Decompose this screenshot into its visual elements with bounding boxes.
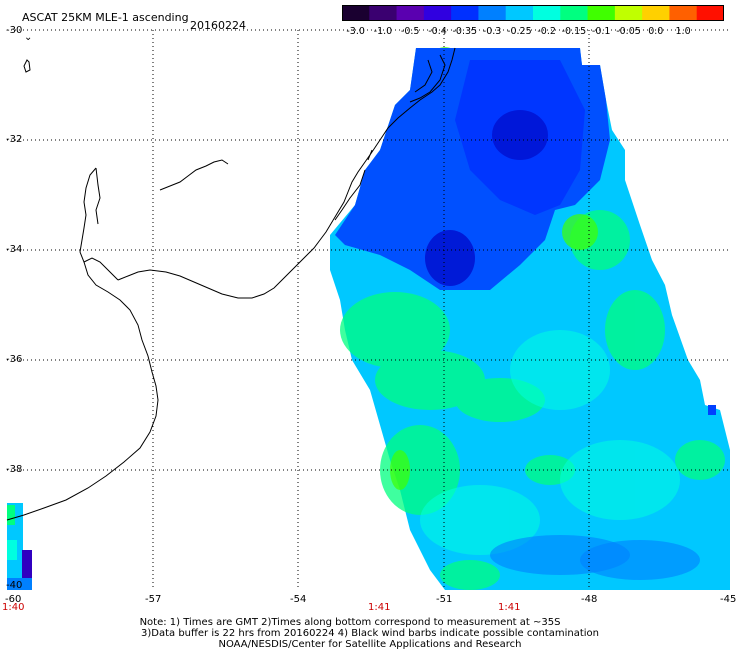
coast-island xyxy=(23,59,31,73)
coast-rio-plata-south xyxy=(6,261,159,521)
colorbar-tick-label: -0.15 xyxy=(561,26,587,37)
colorbar-swatch xyxy=(478,5,507,21)
time-label: 1:40 xyxy=(2,602,25,613)
colorbar-swatch xyxy=(669,5,698,21)
colorbar-swatch xyxy=(451,5,479,21)
note-line-2: 3)Data buffer is 22 hrs from 20160224 4)… xyxy=(141,628,599,639)
colorbar-swatch xyxy=(505,5,534,21)
lat-label: -30 xyxy=(6,25,23,36)
coast-river-negro xyxy=(159,159,229,191)
colorbar-swatch xyxy=(587,5,616,21)
colorbar-tick-label: 1.0 xyxy=(675,26,691,37)
north-marker: ⌄ xyxy=(24,32,32,43)
lon-label: -57 xyxy=(145,594,162,605)
swath-patch-green xyxy=(605,290,665,370)
lon-label: -54 xyxy=(290,594,307,605)
colorbar-swatch xyxy=(614,5,643,21)
colorbar-tick-label: -0.3 xyxy=(482,26,502,37)
map-date: 20160224 xyxy=(190,19,246,32)
lat-label: -36 xyxy=(6,354,23,365)
swath-patch-green xyxy=(675,440,725,480)
colorbar-border xyxy=(342,5,724,21)
swath-pixel-blue xyxy=(708,405,716,415)
swath-patch-cyan xyxy=(560,440,680,520)
lon-label: -45 xyxy=(720,594,737,605)
lon-label: -60 xyxy=(5,594,22,605)
colorbar-tick-label: -0.1 xyxy=(591,26,611,37)
swath-core-dark xyxy=(492,110,548,160)
colorbar-swatch xyxy=(396,5,425,21)
lon-label: -51 xyxy=(436,594,453,605)
colorbar-tick-label: -0.4 xyxy=(428,26,447,37)
swath-patch-blue xyxy=(580,540,700,580)
colorbar-swatch xyxy=(369,5,398,21)
colorbar-tick-label: -0.2 xyxy=(537,26,556,37)
colorbar-tick-label: -0.5 xyxy=(400,26,420,37)
colorbar-swatch xyxy=(642,5,670,21)
swath-patch-cyan xyxy=(420,485,540,555)
swath-patch-green xyxy=(340,292,450,368)
time-label: 1:41 xyxy=(368,602,391,613)
lat-label: -34 xyxy=(6,244,23,255)
colorbar-tick-label: -0.05 xyxy=(616,26,641,37)
note-line-3: NOAA/NESDIS/Center for Satellite Applica… xyxy=(218,639,522,650)
swath-core-dark xyxy=(425,230,475,286)
colorbar-tick-label: -1.0 xyxy=(373,26,393,37)
colorbar-swatch xyxy=(696,5,724,21)
note-line-1: Note: 1) Times are GMT 2)Times along bot… xyxy=(139,617,561,628)
graticule xyxy=(7,29,730,590)
colorbar-tick-label: -3.0 xyxy=(346,26,365,37)
colorbar-tick-label: -0.25 xyxy=(507,26,532,37)
coastline xyxy=(6,47,456,521)
colorbar-tick-label: -0.35 xyxy=(452,26,478,37)
time-label: 1:41 xyxy=(498,602,521,613)
lon-label: -48 xyxy=(581,594,598,605)
colorbar xyxy=(342,5,724,21)
coast-brazil-uruguay xyxy=(117,47,456,299)
colorbar-swatch xyxy=(423,5,452,21)
swath-pass-small xyxy=(7,503,32,590)
colorbar-swatch xyxy=(342,5,370,21)
map-title: ASCAT 25KM MLE-1 ascending xyxy=(22,11,189,24)
colorbar-swatch xyxy=(560,5,589,21)
swath-patch-lime xyxy=(562,214,598,250)
lat-label: -32 xyxy=(6,134,23,145)
swath-pass-main xyxy=(330,47,730,590)
swath-patch-green xyxy=(440,560,500,590)
coast-lagoon-mirim xyxy=(334,149,373,221)
coast-rio-plata-north xyxy=(79,167,119,281)
lat-label: -38 xyxy=(6,464,23,475)
coast-river-uruguay xyxy=(95,167,101,225)
colorbar-swatch xyxy=(533,5,561,21)
swath-patch-cyan xyxy=(510,330,610,410)
colorbar-tick-label: 0.0 xyxy=(648,26,664,37)
coast-lagoon-patos xyxy=(409,54,446,103)
lat-label: -40 xyxy=(6,580,23,591)
